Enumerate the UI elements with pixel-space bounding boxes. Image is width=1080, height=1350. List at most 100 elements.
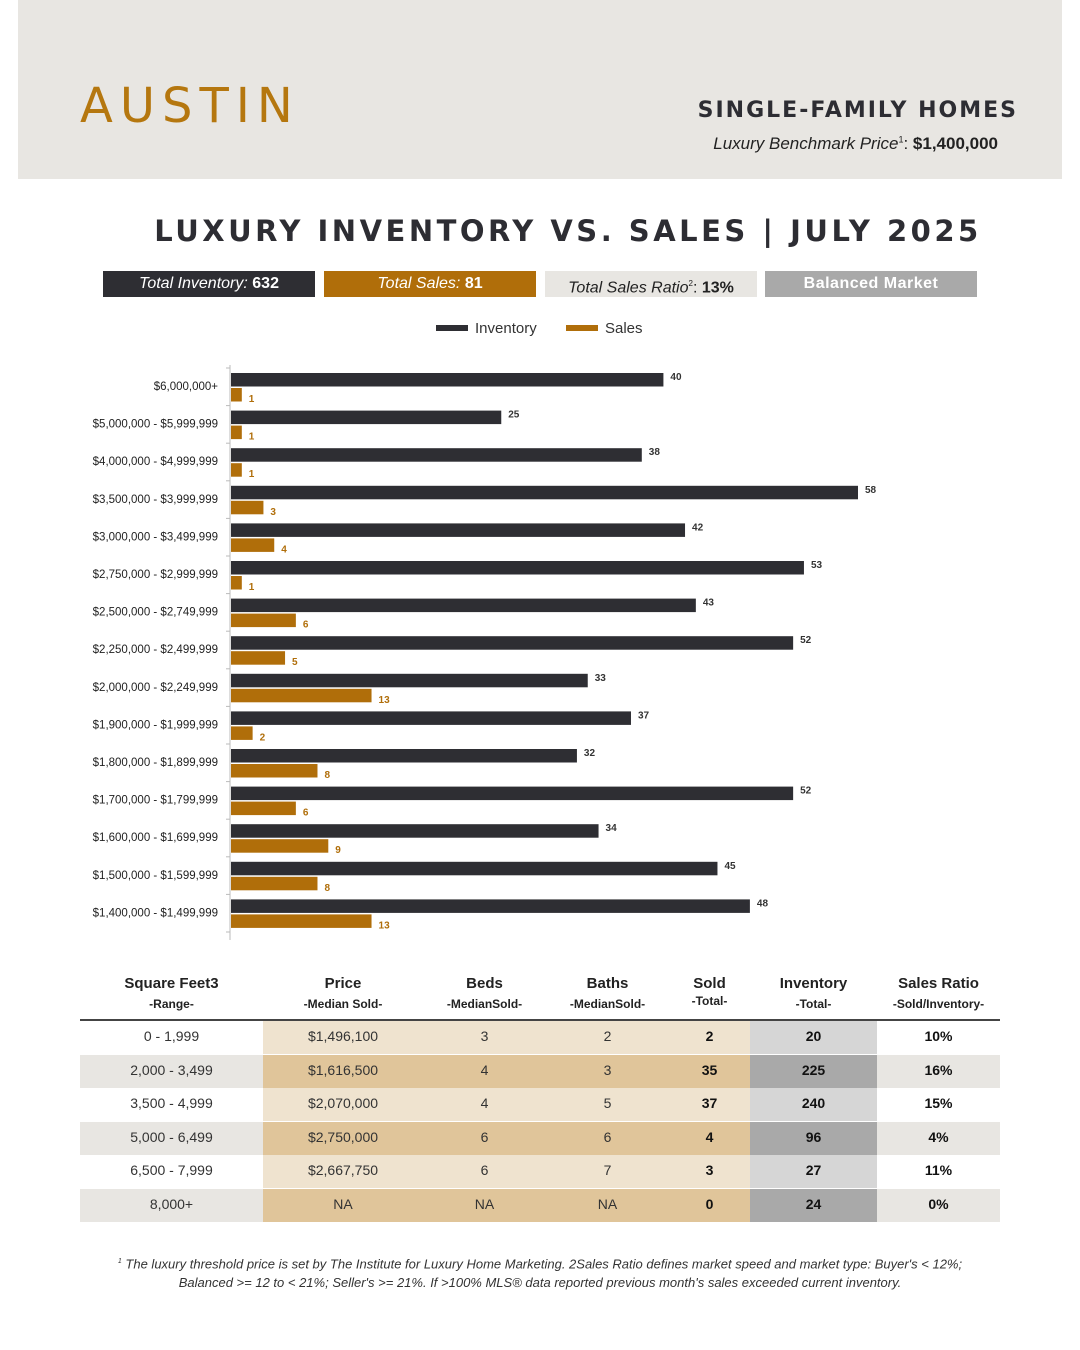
category-label: $2,500,000 - $2,749,999 [93,607,218,619]
total-sales-value: 81 [464,275,483,292]
sales-bar [231,651,286,665]
cell-sqft: 3,500 - 4,999 [130,1095,213,1111]
inventory-bar [231,786,794,801]
sales-bar [231,876,318,891]
header-title: Sold [693,975,726,992]
inventory-value-label: 45 [724,861,736,872]
table-row: 5,000 - 6,499 $2,750,000 6 6 4 96 4% [80,1121,1000,1155]
sales-value-label: 13 [379,695,391,706]
total-inventory-label: Total Inventory: [139,275,248,292]
inventory-value-label: 34 [606,823,618,834]
cell-baths: 7 [546,1155,669,1188]
cell-baths: 5 [546,1088,669,1121]
inventory-value-label: 33 [595,673,607,684]
sales-value-label: 13 [379,920,391,931]
cell-inventory: 24 [750,1188,877,1222]
header-title: Price [324,975,362,992]
table-row: 8,000+ NA NA NA 0 24 0% [80,1188,1000,1222]
header-subtitle: -Range- [149,997,194,1011]
inventory-bar [231,598,696,613]
category-label: $1,700,000 - $1,799,999 [93,795,218,807]
sales-bar [231,801,296,816]
inventory-value-label: 52 [800,635,812,646]
sales-value-label: 3 [270,507,276,518]
total-sales-ratio-box: Total Sales Ratio2: 13% [545,271,757,297]
chart-svg: $6,000,000+401$5,000,000 - $5,999,999251… [93,365,877,940]
inventory-bar [231,561,804,575]
cell-price: NA [263,1188,423,1222]
benchmark-price: Luxury Benchmark Price1: $1,400,000 [713,134,998,153]
header-subtitle: -Total- [795,997,832,1011]
cell-baths: 3 [546,1054,669,1088]
legend-label-inventory: Inventory [475,320,537,337]
sales-value-label: 8 [324,770,330,781]
cell-price: $2,070,000 [263,1088,423,1121]
cell-baths: 2 [546,1021,669,1054]
benchmark-value: $1,400,000 [912,134,998,153]
inventory-value-label: 32 [584,748,596,759]
table-row: 3,500 - 4,999 $2,070,000 4 5 37 240 15% [80,1088,1000,1121]
legend-item-inventory: Inventory [436,320,537,338]
cell-price: $2,667,750 [263,1155,423,1188]
benchmark-label: Luxury Benchmark Price [713,134,899,153]
inventory-value-label: 42 [692,522,704,533]
inventory-value-label: 25 [508,410,520,421]
inventory-bar [231,523,686,537]
cell-price: $2,750,000 [263,1121,423,1155]
sales-bar [231,538,275,552]
cell-inventory: 27 [750,1155,877,1188]
cell-baths: 6 [546,1121,669,1155]
category-label: $3,000,000 - $3,499,999 [93,531,218,543]
report-title: LUXURY INVENTORY VS. SALES | JULY 2025 [154,214,982,248]
sales-value-label: 1 [249,582,255,593]
cell-sold: 2 [669,1021,750,1054]
sales-bar [231,388,242,402]
legend-label-sales: Sales [605,320,643,337]
header-title: Inventory [779,975,848,992]
cell-beds: NA [423,1188,546,1222]
sales-bar [231,688,372,703]
cell-inventory: 20 [750,1021,877,1054]
cell-ratio: 11% [924,1162,953,1178]
sales-bar [231,726,253,740]
sales-bar [231,500,264,515]
sales-value-label: 9 [335,845,341,856]
footnote-line-1: 1 The luxury threshold price is set by T… [80,1252,1000,1273]
cell-sold: 35 [669,1054,750,1088]
inventory-sales-chart: $6,000,000+ 40 1 $5,000,000 - $5,999,999 25 1… [0,360,1080,940]
header-subtitle: -Sold/Inventory- [892,997,985,1011]
ratio-footnote-mark: 2 [688,279,693,288]
cell-sold: 0 [669,1188,750,1222]
inventory-bar [231,861,718,876]
inventory-bar [231,448,642,462]
inventory-value-label: 52 [800,786,812,797]
table-header-row: Square Feet3 -Range- Price -Median Sold- Bed… [80,965,1000,1021]
footnote-text-1: The luxury threshold price is set by The… [125,1256,963,1272]
inventory-value-label: 40 [670,372,682,383]
category-label: $1,800,000 - $1,899,999 [93,757,218,769]
footnote-line-2: Balanced >= 12 to < 21%; Seller's >= 21%… [178,1275,902,1291]
cell-sqft: 6,500 - 7,999 [130,1162,213,1178]
inventory-value-label: 58 [865,485,877,496]
cell-baths: NA [546,1188,669,1222]
cell-ratio: 0% [928,1195,949,1212]
cell-sqft: 2,000 - 3,499 [130,1061,213,1078]
sales-value-label: 1 [249,432,255,443]
category-label: $6,000,000+ [154,381,219,393]
cell-ratio: 16% [924,1061,953,1078]
inventory-bar [231,673,588,688]
header-price: Price -Median Sold- [263,975,423,1011]
total-inventory-value: 632 [252,275,279,292]
cell-ratio: 15% [924,1095,953,1111]
table-row: 6,500 - 7,999 $2,667,750 6 7 3 27 11% [80,1155,1000,1188]
sales-value-label: 6 [303,808,309,819]
legend-item-sales: Sales [566,320,643,338]
cell-beds: 3 [423,1021,546,1054]
total-sales-ratio-label: Total Sales Ratio [568,279,689,297]
legend-swatch-sales [566,325,598,332]
inventory-value-label: 53 [811,560,823,571]
total-sales-ratio-value: 13% [701,279,734,297]
sales-value-label: 2 [260,732,266,743]
sales-bar [231,764,318,778]
sales-value-label: 5 [292,657,298,668]
